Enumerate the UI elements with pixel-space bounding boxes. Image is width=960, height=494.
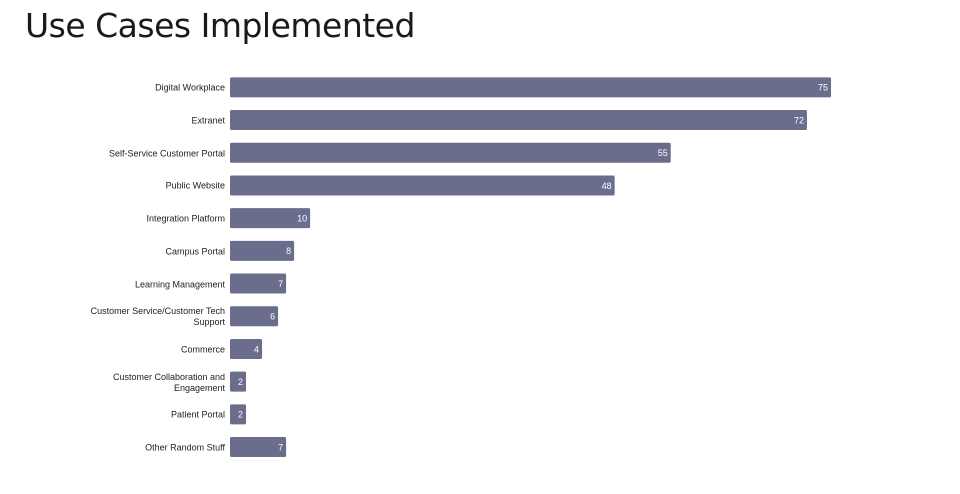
- category-label: Other Random Stuff: [145, 442, 225, 453]
- value-label: 2: [238, 377, 243, 387]
- bar: [230, 240, 295, 261]
- bar: [230, 142, 671, 163]
- bar: [230, 338, 263, 359]
- bar: [230, 371, 247, 392]
- bar: [230, 273, 287, 294]
- value-label: 55: [658, 148, 668, 158]
- value-label: 4: [254, 344, 259, 354]
- category-label: Extranet: [191, 115, 225, 126]
- chart-title: Use Cases Implemented: [25, 6, 415, 45]
- value-label: 75: [818, 83, 828, 93]
- category-label: Commerce: [180, 344, 225, 355]
- bar: [230, 404, 247, 425]
- category-label: Customer Collaboration and Engagement: [112, 371, 225, 393]
- value-label: 7: [278, 442, 283, 452]
- category-label: Digital Workplace: [155, 82, 225, 93]
- category-label: Patient Portal: [170, 409, 225, 420]
- value-label: 6: [270, 312, 275, 322]
- bar: [230, 110, 807, 131]
- value-label: 72: [794, 115, 804, 125]
- bar: [230, 437, 287, 458]
- category-label: Public Website: [165, 180, 225, 191]
- bar: [230, 208, 311, 229]
- value-label: 2: [238, 410, 243, 420]
- bar: [230, 306, 279, 327]
- value-label: 10: [297, 214, 307, 224]
- value-label: 7: [278, 279, 283, 289]
- bar: [230, 77, 831, 98]
- category-label: Self-Service Customer Portal: [108, 148, 225, 159]
- category-label: Customer Service/Customer Tech Support: [90, 306, 225, 328]
- value-label: 8: [286, 246, 291, 256]
- category-label: Learning Management: [134, 279, 225, 290]
- category-label: Integration Platform: [146, 213, 225, 224]
- category-label: Campus Portal: [165, 246, 225, 257]
- value-label: 48: [602, 181, 612, 191]
- bar: [230, 175, 615, 196]
